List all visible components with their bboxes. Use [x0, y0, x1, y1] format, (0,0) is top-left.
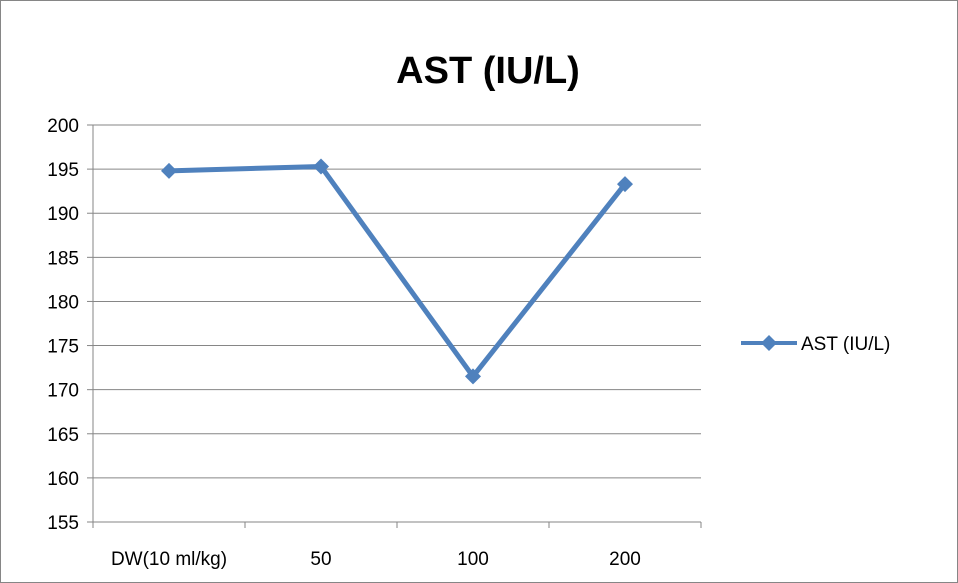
legend-marker-diamond — [761, 335, 777, 351]
axes — [87, 124, 702, 528]
chart-title: AST (IU/L) — [396, 50, 580, 92]
legend: AST (IU/L) — [741, 334, 890, 355]
x-tick-label: 50 — [310, 549, 331, 570]
data-point-marker — [617, 176, 633, 193]
y-axis-tick-labels: 155 160 165 170 175 180 185 190 195 200 — [47, 116, 79, 534]
y-tick-label: 165 — [47, 425, 79, 446]
legend-label: AST (IU/L) — [801, 334, 890, 355]
data-point-marker — [161, 162, 177, 179]
y-tick-label: 190 — [47, 204, 79, 225]
y-tick-label: 155 — [47, 513, 79, 534]
data-point-marker — [465, 368, 481, 385]
series-ast — [161, 158, 633, 385]
grid-lines — [93, 124, 701, 479]
data-point-marker — [313, 158, 329, 175]
x-tick-label: 200 — [609, 549, 641, 570]
y-tick-label: 160 — [47, 469, 79, 490]
series-line — [166, 163, 628, 379]
y-tick-label: 200 — [47, 116, 79, 137]
y-tick-label: 170 — [47, 381, 79, 402]
x-tick-label: 100 — [457, 549, 489, 570]
x-axis-tick-labels: DW(10 ml/kg) 50 100 200 — [111, 549, 641, 570]
y-tick-label: 195 — [47, 160, 79, 181]
x-tick-label: DW(10 ml/kg) — [111, 549, 227, 570]
y-tick-label: 175 — [47, 337, 79, 358]
y-tick-label: 180 — [47, 292, 79, 313]
y-tick-label: 185 — [47, 248, 79, 269]
